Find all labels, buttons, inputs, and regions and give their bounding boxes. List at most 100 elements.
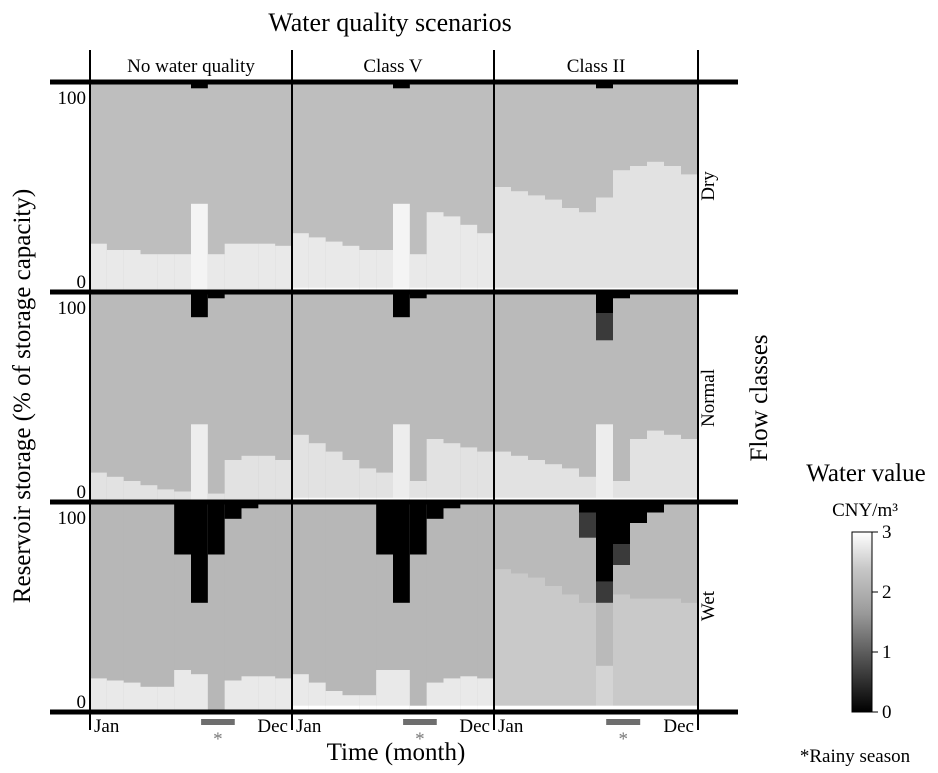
rainy-season-bar — [606, 719, 641, 725]
heatmap-cell — [174, 292, 192, 502]
heatmap-cell — [596, 665, 614, 712]
chart-title: Water quality scenarios — [268, 8, 511, 37]
x-tick-label: Jan — [498, 716, 524, 737]
heatmap-cell — [494, 292, 512, 502]
heatmap-cell — [207, 292, 226, 502]
heatmap-cell — [376, 670, 394, 712]
heatmap-cell — [596, 197, 614, 292]
rainy-season-bar — [403, 719, 437, 725]
heatmap-cell — [275, 678, 293, 712]
heatmap-cell — [342, 82, 360, 292]
heatmap-cell — [241, 502, 259, 509]
heatmap-cell — [579, 292, 597, 502]
column-header-class-v: Class V — [363, 56, 423, 77]
heatmap-cell — [359, 82, 377, 292]
row-label-normal: Normal — [698, 369, 719, 427]
heatmap-cell — [460, 447, 478, 502]
heatmap-cell — [292, 233, 310, 292]
heatmap-cell — [207, 82, 226, 292]
heatmap-cell — [426, 439, 445, 502]
row-label-wet: Wet — [698, 590, 719, 621]
heatmap-cell — [613, 292, 631, 502]
heatmap-cell — [376, 705, 394, 712]
heatmap-cell — [664, 598, 682, 712]
heatmap-cell — [511, 573, 529, 712]
heatmap-cell — [562, 208, 580, 292]
heatmap-cell — [647, 502, 665, 513]
heatmap-cell — [376, 250, 394, 292]
heatmap-cell — [426, 502, 445, 519]
heatmap-cell — [224, 243, 243, 292]
colorbar-tick-label: 3 — [882, 522, 892, 543]
axis-tick-labels: 100 0 100 0 100 0 Jan Dec * Jan Dec * Jan Dec * — [58, 88, 695, 750]
heatmap-cell — [308, 443, 327, 502]
heatmap-cell — [207, 493, 226, 502]
heatmap-cell — [308, 705, 327, 712]
heatmap-cell — [325, 292, 344, 502]
heatmap-cell — [207, 254, 226, 292]
heatmap-cell — [460, 705, 478, 712]
heatmap-cell — [241, 82, 259, 292]
heatmap-cell — [359, 705, 377, 712]
heatmap-cell — [596, 292, 614, 313]
heatmap-cell — [325, 705, 344, 712]
heatmap-cell — [393, 82, 411, 89]
heatmap-cell — [191, 674, 209, 712]
heatmap-cell — [258, 292, 276, 502]
heatmap-cell — [545, 199, 563, 292]
y-tick-label: 0 — [77, 692, 87, 713]
heatmap-cell — [681, 174, 699, 292]
heatmap-cell — [191, 203, 209, 292]
heatmap-cell — [123, 682, 142, 712]
heatmap-cell — [90, 243, 108, 292]
rainy-season-bar — [201, 719, 235, 725]
heatmap-cell — [106, 292, 125, 502]
heatmap-cell — [342, 245, 360, 292]
heatmap-cell — [664, 434, 682, 502]
heatmap-cell — [308, 237, 327, 292]
heatmap-cell — [477, 502, 495, 712]
heatmap-cell — [596, 502, 614, 582]
heatmap-cell — [258, 455, 276, 502]
heatmap-cell — [174, 254, 192, 292]
heatmap-cell — [630, 439, 648, 502]
heatmap-cell — [596, 313, 614, 341]
heatmap-cell — [191, 424, 209, 502]
heatmap-cell — [359, 250, 377, 292]
heatmap-cell — [596, 82, 614, 89]
heatmap-cell — [157, 254, 175, 292]
heatmap-cell — [647, 598, 665, 712]
rainy-season-marker: * — [415, 729, 425, 750]
heatmap-cell — [545, 292, 563, 502]
heatmap-cell — [308, 682, 327, 712]
row-label-dry: Dry — [698, 171, 719, 201]
heatmap-cell — [409, 705, 428, 712]
heatmap-cell — [545, 464, 563, 502]
heatmap-cell — [443, 502, 461, 509]
y-tick-label: 100 — [58, 88, 87, 109]
heatmap-cell — [90, 678, 108, 712]
y-tick-label: 100 — [58, 298, 87, 319]
heatmap-cell — [174, 502, 192, 555]
colorbar-tick-label: 2 — [882, 582, 892, 603]
heatmap-cell — [342, 292, 360, 502]
heatmap-cell — [325, 451, 344, 502]
heatmap-cell — [90, 472, 108, 502]
heatmap-cell — [90, 292, 108, 502]
heatmap-cell — [613, 594, 631, 712]
heatmap-cell — [224, 82, 243, 292]
heatmap-cell — [174, 491, 192, 502]
heatmap-cell — [647, 705, 665, 712]
heatmap-cell — [174, 82, 192, 292]
heatmap-cell — [106, 680, 125, 712]
heatmap-cell — [545, 586, 563, 712]
heatmap-cell — [409, 82, 428, 292]
heatmap-cell — [426, 682, 445, 712]
heatmap-cell — [292, 434, 310, 502]
heatmap-cell — [409, 254, 428, 292]
heatmap-cell — [140, 485, 158, 502]
heatmap-cell — [275, 82, 293, 292]
colorbar-ticks — [872, 531, 878, 713]
heatmap-cell — [613, 544, 631, 565]
